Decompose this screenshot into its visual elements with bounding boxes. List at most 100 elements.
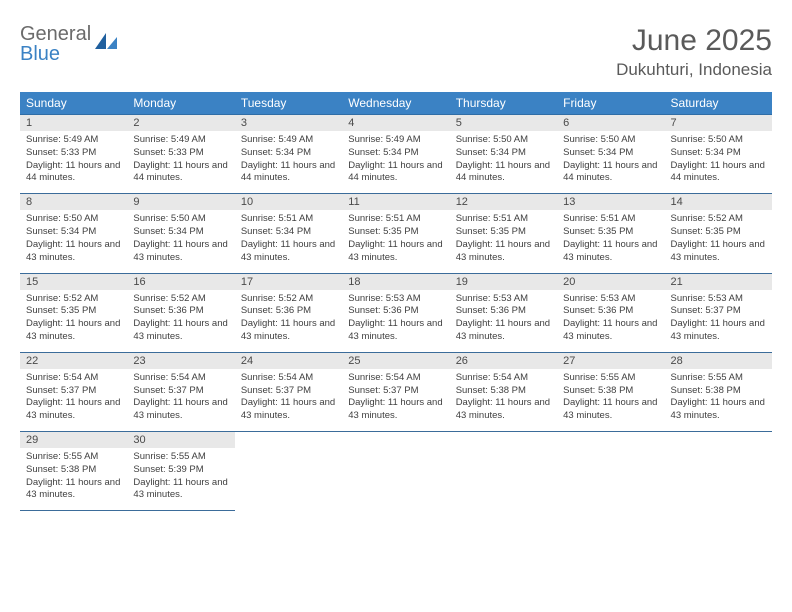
daylight-text: Daylight: 11 hours and 43 minutes. <box>348 318 443 344</box>
week-row: 29Sunrise: 5:55 AMSunset: 5:38 PMDayligh… <box>20 432 772 511</box>
daylight-text: Daylight: 11 hours and 43 minutes. <box>563 239 658 265</box>
daylight-text: Daylight: 11 hours and 43 minutes. <box>671 318 766 344</box>
sunrise-text: Sunrise: 5:51 AM <box>241 213 336 226</box>
day-body: Sunrise: 5:49 AMSunset: 5:34 PMDaylight:… <box>342 131 449 193</box>
day-number: 21 <box>665 274 772 290</box>
day-body: Sunrise: 5:54 AMSunset: 5:37 PMDaylight:… <box>342 369 449 431</box>
sunset-text: Sunset: 5:38 PM <box>26 464 121 477</box>
day-header: Monday <box>127 92 234 115</box>
sunrise-text: Sunrise: 5:54 AM <box>348 372 443 385</box>
day-cell: 27Sunrise: 5:55 AMSunset: 5:38 PMDayligh… <box>557 352 664 431</box>
day-number: 30 <box>127 432 234 448</box>
day-number: 3 <box>235 115 342 131</box>
day-number: 10 <box>235 194 342 210</box>
day-body: Sunrise: 5:53 AMSunset: 5:37 PMDaylight:… <box>665 290 772 352</box>
day-body: Sunrise: 5:51 AMSunset: 5:35 PMDaylight:… <box>450 210 557 272</box>
day-cell <box>665 432 772 511</box>
day-cell: 16Sunrise: 5:52 AMSunset: 5:36 PMDayligh… <box>127 273 234 352</box>
day-number: 11 <box>342 194 449 210</box>
day-body: Sunrise: 5:55 AMSunset: 5:39 PMDaylight:… <box>127 448 234 510</box>
day-cell: 26Sunrise: 5:54 AMSunset: 5:38 PMDayligh… <box>450 352 557 431</box>
day-number: 23 <box>127 353 234 369</box>
daylight-text: Daylight: 11 hours and 43 minutes. <box>671 397 766 423</box>
daylight-text: Daylight: 11 hours and 43 minutes. <box>26 239 121 265</box>
day-body: Sunrise: 5:52 AMSunset: 5:36 PMDaylight:… <box>235 290 342 352</box>
daylight-text: Daylight: 11 hours and 44 minutes. <box>133 160 228 186</box>
daylight-text: Daylight: 11 hours and 43 minutes. <box>456 239 551 265</box>
sunset-text: Sunset: 5:35 PM <box>671 226 766 239</box>
week-row: 8Sunrise: 5:50 AMSunset: 5:34 PMDaylight… <box>20 194 772 273</box>
sunrise-text: Sunrise: 5:53 AM <box>348 293 443 306</box>
day-body: Sunrise: 5:54 AMSunset: 5:37 PMDaylight:… <box>235 369 342 431</box>
day-cell: 19Sunrise: 5:53 AMSunset: 5:36 PMDayligh… <box>450 273 557 352</box>
sunset-text: Sunset: 5:35 PM <box>563 226 658 239</box>
day-cell: 12Sunrise: 5:51 AMSunset: 5:35 PMDayligh… <box>450 194 557 273</box>
sunset-text: Sunset: 5:38 PM <box>456 385 551 398</box>
day-number: 20 <box>557 274 664 290</box>
day-body: Sunrise: 5:50 AMSunset: 5:34 PMDaylight:… <box>450 131 557 193</box>
sunset-text: Sunset: 5:35 PM <box>348 226 443 239</box>
brand-line1: General <box>20 24 91 44</box>
daylight-text: Daylight: 11 hours and 43 minutes. <box>456 397 551 423</box>
daylight-text: Daylight: 11 hours and 43 minutes. <box>26 477 121 503</box>
brand-text: General Blue <box>20 24 91 64</box>
day-body: Sunrise: 5:51 AMSunset: 5:35 PMDaylight:… <box>342 210 449 272</box>
daylight-text: Daylight: 11 hours and 43 minutes. <box>26 397 121 423</box>
sunset-text: Sunset: 5:34 PM <box>563 147 658 160</box>
sunset-text: Sunset: 5:36 PM <box>241 305 336 318</box>
daylight-text: Daylight: 11 hours and 44 minutes. <box>563 160 658 186</box>
day-body: Sunrise: 5:51 AMSunset: 5:35 PMDaylight:… <box>557 210 664 272</box>
day-cell: 22Sunrise: 5:54 AMSunset: 5:37 PMDayligh… <box>20 352 127 431</box>
daylight-text: Daylight: 11 hours and 43 minutes. <box>456 318 551 344</box>
week-row: 22Sunrise: 5:54 AMSunset: 5:37 PMDayligh… <box>20 352 772 431</box>
daylight-text: Daylight: 11 hours and 44 minutes. <box>671 160 766 186</box>
day-cell <box>342 432 449 511</box>
day-body: Sunrise: 5:49 AMSunset: 5:34 PMDaylight:… <box>235 131 342 193</box>
day-number: 17 <box>235 274 342 290</box>
calendar-body: 1Sunrise: 5:49 AMSunset: 5:33 PMDaylight… <box>20 115 772 511</box>
sunrise-text: Sunrise: 5:50 AM <box>671 134 766 147</box>
daylight-text: Daylight: 11 hours and 43 minutes. <box>348 397 443 423</box>
sunrise-text: Sunrise: 5:51 AM <box>456 213 551 226</box>
day-number: 27 <box>557 353 664 369</box>
day-cell: 30Sunrise: 5:55 AMSunset: 5:39 PMDayligh… <box>127 432 234 511</box>
day-body: Sunrise: 5:53 AMSunset: 5:36 PMDaylight:… <box>342 290 449 352</box>
sunrise-text: Sunrise: 5:52 AM <box>671 213 766 226</box>
day-number: 6 <box>557 115 664 131</box>
sunset-text: Sunset: 5:36 PM <box>563 305 658 318</box>
sunset-text: Sunset: 5:38 PM <box>563 385 658 398</box>
sunrise-text: Sunrise: 5:51 AM <box>563 213 658 226</box>
day-body: Sunrise: 5:52 AMSunset: 5:35 PMDaylight:… <box>665 210 772 272</box>
day-cell: 29Sunrise: 5:55 AMSunset: 5:38 PMDayligh… <box>20 432 127 511</box>
day-body: Sunrise: 5:50 AMSunset: 5:34 PMDaylight:… <box>557 131 664 193</box>
sunset-text: Sunset: 5:33 PM <box>133 147 228 160</box>
day-cell: 17Sunrise: 5:52 AMSunset: 5:36 PMDayligh… <box>235 273 342 352</box>
day-number: 15 <box>20 274 127 290</box>
day-number: 24 <box>235 353 342 369</box>
day-cell: 4Sunrise: 5:49 AMSunset: 5:34 PMDaylight… <box>342 115 449 194</box>
day-body: Sunrise: 5:54 AMSunset: 5:37 PMDaylight:… <box>20 369 127 431</box>
day-body: Sunrise: 5:49 AMSunset: 5:33 PMDaylight:… <box>20 131 127 193</box>
day-body: Sunrise: 5:50 AMSunset: 5:34 PMDaylight:… <box>665 131 772 193</box>
week-row: 1Sunrise: 5:49 AMSunset: 5:33 PMDaylight… <box>20 115 772 194</box>
day-cell <box>450 432 557 511</box>
sunrise-text: Sunrise: 5:50 AM <box>456 134 551 147</box>
day-cell: 24Sunrise: 5:54 AMSunset: 5:37 PMDayligh… <box>235 352 342 431</box>
daylight-text: Daylight: 11 hours and 43 minutes. <box>241 239 336 265</box>
sunset-text: Sunset: 5:36 PM <box>456 305 551 318</box>
day-number: 12 <box>450 194 557 210</box>
sunrise-text: Sunrise: 5:53 AM <box>671 293 766 306</box>
day-body: Sunrise: 5:53 AMSunset: 5:36 PMDaylight:… <box>557 290 664 352</box>
day-body: Sunrise: 5:49 AMSunset: 5:33 PMDaylight:… <box>127 131 234 193</box>
day-cell: 28Sunrise: 5:55 AMSunset: 5:38 PMDayligh… <box>665 352 772 431</box>
day-number: 14 <box>665 194 772 210</box>
day-body: Sunrise: 5:55 AMSunset: 5:38 PMDaylight:… <box>557 369 664 431</box>
daylight-text: Daylight: 11 hours and 43 minutes. <box>563 318 658 344</box>
sunset-text: Sunset: 5:37 PM <box>241 385 336 398</box>
sunset-text: Sunset: 5:37 PM <box>26 385 121 398</box>
sunrise-text: Sunrise: 5:54 AM <box>133 372 228 385</box>
day-body: Sunrise: 5:52 AMSunset: 5:35 PMDaylight:… <box>20 290 127 352</box>
day-header: Sunday <box>20 92 127 115</box>
day-header: Thursday <box>450 92 557 115</box>
daylight-text: Daylight: 11 hours and 44 minutes. <box>26 160 121 186</box>
